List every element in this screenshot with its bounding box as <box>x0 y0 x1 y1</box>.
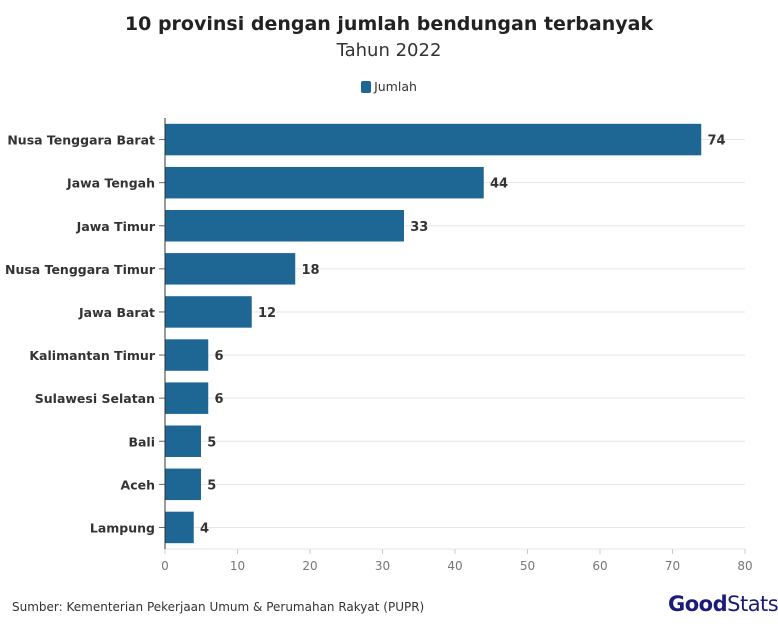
bar <box>164 252 296 286</box>
x-tick-label: 80 <box>737 559 752 573</box>
chart-subtitle: Tahun 2022 <box>336 40 442 61</box>
legend-label: Jumlah <box>374 79 417 94</box>
x-tick-label: 50 <box>520 559 535 573</box>
data-label: 74 <box>708 134 726 149</box>
legend-swatch <box>361 81 372 93</box>
category-label: Kalimantan Timur <box>29 348 155 363</box>
bar <box>164 511 195 544</box>
chart-title: 10 provinsi dengan jumlah bendungan terb… <box>124 13 654 35</box>
data-label: 5 <box>207 435 216 450</box>
bar <box>164 209 405 242</box>
data-label: 6 <box>215 392 224 407</box>
data-label: 5 <box>207 478 216 493</box>
category-label: Bali <box>128 434 155 449</box>
category-label: Jawa Timur <box>76 219 156 234</box>
data-label: 18 <box>302 263 320 278</box>
category-label: Sulawesi Selatan <box>35 391 155 406</box>
category-label: Jawa Barat <box>78 305 155 320</box>
source-note: Sumber: Kementerian Pekerjaan Umum & Per… <box>12 600 425 614</box>
category-label: Lampung <box>90 520 155 535</box>
bar <box>164 381 209 415</box>
data-label: 6 <box>215 349 224 364</box>
data-label: 12 <box>258 306 276 321</box>
data-label: 44 <box>490 177 508 192</box>
bar <box>164 338 209 372</box>
x-tick-label: 40 <box>447 559 462 573</box>
bar <box>164 166 485 199</box>
x-tick-label: 20 <box>302 559 317 573</box>
x-tick-label: 30 <box>375 559 390 573</box>
data-label: 4 <box>200 521 209 536</box>
bar <box>164 295 253 329</box>
category-label: Jawa Tengah <box>66 176 155 191</box>
category-label: Nusa Tenggara Timur <box>5 262 156 277</box>
bar <box>164 468 202 501</box>
x-tick-label: 60 <box>592 559 607 573</box>
bar <box>164 425 202 458</box>
x-tick-label: 10 <box>230 559 245 573</box>
legend: Jumlah <box>0 79 778 94</box>
bar <box>164 123 702 156</box>
x-tick-label: 0 <box>161 559 169 573</box>
goodstats-logo: GoodStats <box>668 592 778 616</box>
data-label: 33 <box>410 220 428 235</box>
category-label: Nusa Tenggara Barat <box>7 133 155 148</box>
x-tick-label: 70 <box>665 559 680 573</box>
category-label: Aceh <box>121 477 155 492</box>
